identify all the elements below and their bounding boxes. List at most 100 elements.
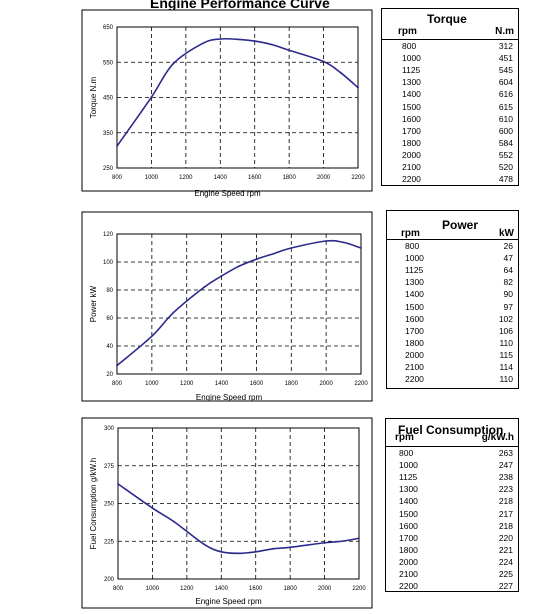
table-cell-rpm: 1700 <box>399 532 418 543</box>
series-line <box>116 239 362 367</box>
x-tick-label: 2200 <box>351 175 365 181</box>
data-point <box>357 86 359 89</box>
data-point <box>236 38 239 41</box>
table-header-rule <box>386 446 518 447</box>
table-cell-rpm: 2100 <box>405 362 424 372</box>
table-cell-value: 220 <box>498 532 513 543</box>
table-cell-rpm: 2200 <box>405 374 424 385</box>
table-title: Fuel Consumption <box>398 423 504 437</box>
table-row: 1300 604 <box>382 76 518 88</box>
table-cell-rpm: 1500 <box>399 508 418 519</box>
table-row: 1700 600 <box>382 125 518 137</box>
table-cell-value: 247 <box>498 460 513 471</box>
series-line <box>116 37 359 147</box>
x-axis-label: Engine Speed rpm <box>196 393 263 402</box>
data-point <box>220 550 223 553</box>
data-point <box>203 286 206 289</box>
table-cell-rpm: 1600 <box>399 520 418 531</box>
data-point <box>116 145 118 148</box>
data-point <box>323 541 326 544</box>
data-point <box>255 258 258 261</box>
table-cell-rpm: 1500 <box>405 301 424 312</box>
y-tick-label: 250 <box>104 502 115 508</box>
table-col-header: rpm <box>398 26 417 37</box>
x-tick-label: 1000 <box>145 175 159 181</box>
data-point <box>219 38 222 40</box>
table-row: 1125 238 <box>386 471 518 483</box>
table-cell-value: 616 <box>498 89 513 100</box>
table-row: 1500 615 <box>382 101 518 113</box>
table-col-header: g/kW.h <box>481 432 514 443</box>
table-col-header: rpm <box>401 228 420 239</box>
table-cell-rpm: 1125 <box>405 265 424 276</box>
data-point <box>151 507 154 509</box>
table-cell-rpm: 1800 <box>405 337 424 348</box>
table-row: 1600 102 <box>387 313 518 325</box>
table-row: 1500 217 <box>386 508 518 520</box>
data-point <box>202 42 204 45</box>
table-row: 1125 545 <box>382 64 518 76</box>
data-point <box>271 43 273 46</box>
table-row: 2200 110 <box>387 373 518 385</box>
table-cell-rpm: 2100 <box>399 569 418 579</box>
table-cell-rpm: 1000 <box>402 53 421 64</box>
table-cell-rpm: 1500 <box>402 101 421 112</box>
table-row: 800 26 <box>387 240 518 252</box>
table-title: Power <box>442 218 479 232</box>
table-cell-value: 520 <box>498 162 513 172</box>
chart-1: 800 1000 1200 1400 1600 1800 2000 2200 20 40 60 80 1… <box>81 211 373 402</box>
y-tick-label: 450 <box>103 96 114 102</box>
table-row: 1800 584 <box>382 137 518 149</box>
table-cell-value: 26 <box>503 241 513 251</box>
table-cell-rpm: 1000 <box>399 460 418 471</box>
y-tick-label: 200 <box>104 577 115 583</box>
table-cell-rpm: 1700 <box>402 125 421 136</box>
table-row: 1800 221 <box>386 544 518 556</box>
table-cell-rpm: 1300 <box>399 484 418 495</box>
table-cell-value: 225 <box>498 569 513 579</box>
data-point <box>203 543 205 546</box>
x-tick-label: 1600 <box>249 586 263 592</box>
data-point <box>220 275 223 277</box>
data-point <box>342 241 345 244</box>
data-point <box>272 252 275 255</box>
table-cell-rpm: 1400 <box>405 289 424 300</box>
data-point <box>358 537 360 540</box>
data-point <box>272 547 274 550</box>
x-tick-label: 800 <box>113 586 124 592</box>
data-point <box>288 49 291 52</box>
table-row: 1500 97 <box>387 301 518 313</box>
data-point <box>254 550 257 553</box>
table-cell-rpm: 2200 <box>402 174 421 185</box>
y-axis-label: Torque N.m <box>89 76 98 118</box>
table-cell-rpm: 1800 <box>399 544 418 555</box>
x-tick-label: 1200 <box>180 381 194 387</box>
table-header-rule <box>387 239 518 240</box>
table-cell-rpm: 2200 <box>399 581 418 592</box>
table-cell-rpm: 2000 <box>402 149 421 160</box>
table-row: 2000 224 <box>386 556 518 568</box>
table-cell-value: 451 <box>498 53 513 64</box>
table-cell-value: 238 <box>498 472 513 483</box>
table-cell-rpm: 2100 <box>402 162 421 172</box>
table-cell-value: 552 <box>498 149 513 160</box>
table-row: 1000 47 <box>387 252 518 264</box>
data-table: Torque rpm N.m 800 312 1000 451 1125 545 1300 604 1… <box>381 8 519 186</box>
table-cell-value: 97 <box>503 301 513 312</box>
y-tick-label: 350 <box>103 131 114 137</box>
y-tick-label: 20 <box>106 372 113 378</box>
table-col-header: kW <box>499 228 514 239</box>
table-row: 2200 227 <box>386 580 518 592</box>
y-tick-label: 650 <box>103 25 114 31</box>
data-table: Power rpm kW 800 26 1000 47 1125 64 1300 82 1400 90 1… <box>386 210 519 389</box>
x-axis-label: Engine Speed rpm <box>194 189 261 198</box>
data-point <box>172 63 174 65</box>
table-cell-rpm: 800 <box>399 448 414 458</box>
y-axis-label: Fuel Consumption g/kW.h <box>89 458 98 550</box>
x-tick-label: 2000 <box>318 586 332 592</box>
data-point <box>237 552 240 555</box>
table-cell-value: 114 <box>499 362 513 372</box>
table-cell-value: 102 <box>498 313 513 324</box>
table-cell-rpm: 2000 <box>405 349 424 360</box>
